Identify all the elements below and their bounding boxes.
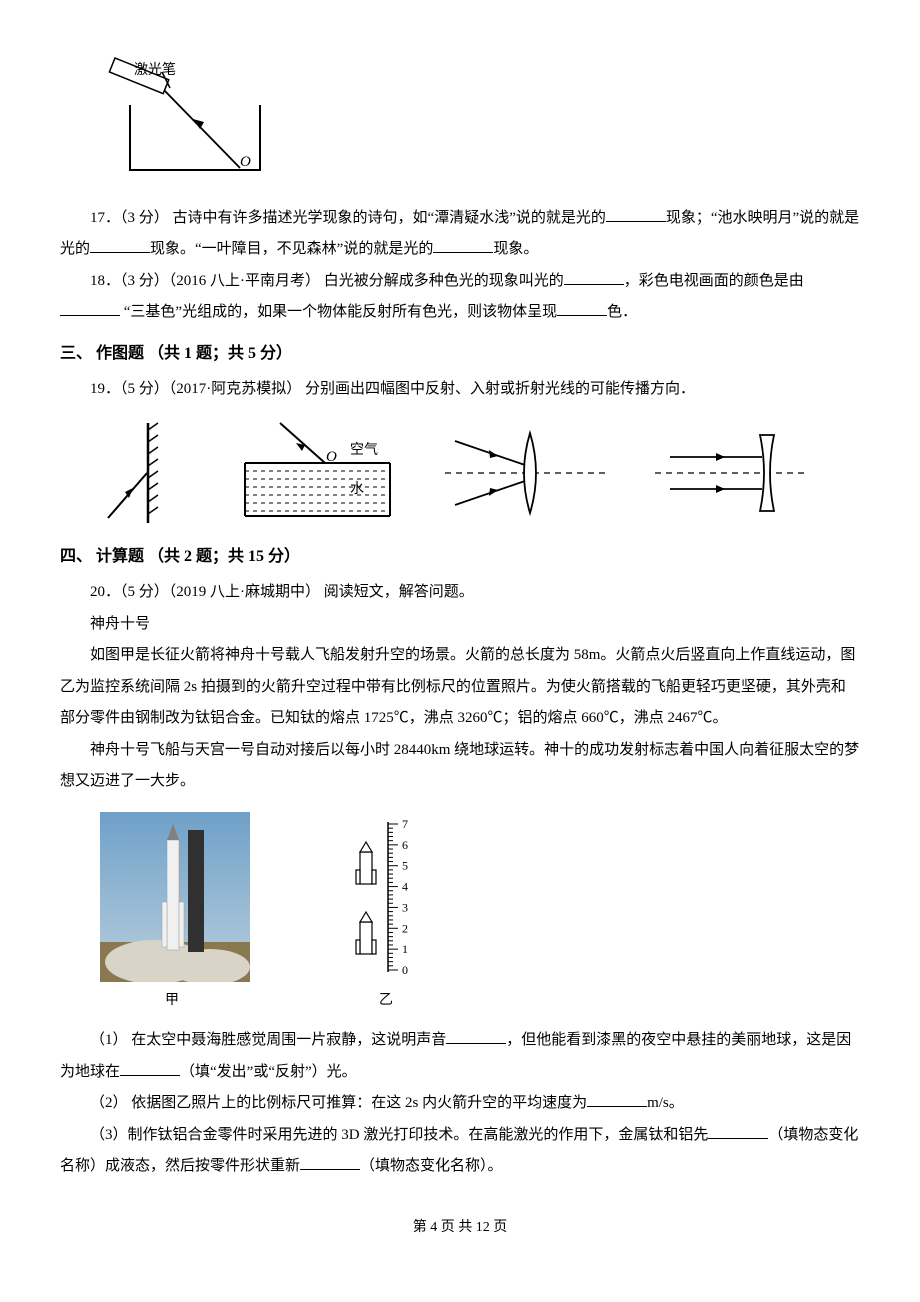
q20-sub1: （1） 在太空中聂海胜感觉周围一片寂静，这说明声音，但他能看到漆黑的夜空中悬挂的… <box>60 1025 860 1088</box>
q18-src: （2016 八上·平南月考） <box>169 273 320 289</box>
q20-fig-yi: 7 6 5 4 3 2 1 0 <box>340 812 430 982</box>
q20s3-blank1 <box>708 1122 768 1139</box>
q19-fig1 <box>100 418 190 528</box>
q20-p1: 如图甲是长征火箭将神舟十号载人飞船发射升空的场景。火箭的总长度为 58m。火箭点… <box>60 640 860 735</box>
q18-blank1 <box>564 268 624 285</box>
svg-text:0: 0 <box>402 963 408 977</box>
q20-fig-jia <box>100 812 250 982</box>
svg-text:空气: 空气 <box>350 442 378 458</box>
q19-fig4 <box>650 423 810 523</box>
svg-text:4: 4 <box>402 879 408 893</box>
q18-td: 色． <box>607 304 637 320</box>
q20-figures: 7 6 5 4 3 2 1 0 <box>100 812 860 982</box>
q20s1-blank1 <box>446 1028 506 1045</box>
q20-num: 20． <box>90 584 120 600</box>
q20s3-blank2 <box>300 1154 360 1171</box>
q20-title: 神舟十号 <box>60 609 860 641</box>
q20s2-blank <box>587 1091 647 1108</box>
svg-text:3: 3 <box>402 900 408 914</box>
q19-pts: （5 分） <box>120 381 169 397</box>
q18-tb: ，彩色电视画面的颜色是由 <box>624 273 804 289</box>
q17-blank3 <box>433 237 493 254</box>
q17-pts: （3 分） <box>120 210 169 226</box>
q19: 19．（5 分）（2017·阿克苏模拟） 分别画出四幅图中反射、入射或折射光线的… <box>60 374 860 406</box>
caption-jia: 甲 <box>165 986 179 1015</box>
q18-ta: 白光被分解成多种色光的现象叫光的 <box>320 273 564 289</box>
q17-num: 17． <box>90 210 120 226</box>
svg-text:1: 1 <box>402 942 408 956</box>
section4-title: 四、 计算题 （共 2 题；共 15 分） <box>60 540 860 574</box>
svg-text:7: 7 <box>402 817 408 831</box>
q18-pts: （3 分） <box>120 273 169 289</box>
q17-td: 现象。 <box>493 241 538 257</box>
q20-captions: 甲 乙 <box>165 986 860 1015</box>
q19-fig3 <box>440 423 610 523</box>
q18-blank3 <box>557 300 607 317</box>
svg-text:5: 5 <box>402 858 408 872</box>
page-footer: 第 4 页 共 12 页 <box>60 1213 860 1242</box>
q20s1-blank2 <box>120 1059 180 1076</box>
q19-src: （2017·阿克苏模拟） <box>169 381 302 397</box>
caption-yi: 乙 <box>379 986 393 1015</box>
q19-num: 19． <box>90 381 120 397</box>
q17-blank1 <box>606 205 666 222</box>
q17-blank2 <box>90 237 150 254</box>
q18-num: 18． <box>90 273 120 289</box>
q17-tc: 现象。“一叶障目，不见森林”说的就是光的 <box>150 241 433 257</box>
q20-sub2: （2） 依据图乙照片上的比例标尺可推算：在这 2s 内火箭升空的平均速度为m/s… <box>60 1088 860 1120</box>
laser-label: 激光笔 <box>134 61 176 78</box>
q20-sub3: （3）制作钛铝合金零件时采用先进的 3D 激光打印技术。在高能激光的作用下，金属… <box>60 1120 860 1183</box>
laser-pen-svg: 激光笔 O <box>100 50 270 180</box>
q20-p2: 神舟十号飞船与天宫一号自动对接后以每小时 28440km 绕地球运转。神十的成功… <box>60 735 860 798</box>
svg-text:水: 水 <box>350 481 364 497</box>
q20-lead: 阅读短文，解答问题。 <box>320 584 474 600</box>
q16-figure: 激光笔 O <box>100 50 860 193</box>
q19-figures: O 空气 水 <box>100 418 860 528</box>
svg-text:2: 2 <box>402 921 408 935</box>
q18-blank2 <box>60 300 120 317</box>
q18-tc: “三基色”光组成的，如果一个物体能反射所有色光，则该物体呈现 <box>120 304 557 320</box>
q20-head: 20．（5 分）（2019 八上·麻城期中） 阅读短文，解答问题。 <box>60 577 860 609</box>
q19-fig2: O 空气 水 <box>230 418 400 528</box>
q18: 18．（3 分）（2016 八上·平南月考） 白光被分解成多种色光的现象叫光的 ，… <box>60 266 860 329</box>
q17: 17．（3 分） 古诗中有许多描述光学现象的诗句，如“潭清疑水浅”说的就是光的现… <box>60 203 860 266</box>
q17-ta: 古诗中有许多描述光学现象的诗句，如“潭清疑水浅”说的就是光的 <box>169 210 606 226</box>
q20-pts: （5 分） <box>120 584 169 600</box>
svg-text:6: 6 <box>402 838 408 852</box>
q20-src: （2019 八上·麻城期中） <box>169 584 320 600</box>
section3-title: 三、 作图题 （共 1 题；共 5 分） <box>60 337 860 371</box>
q19-text: 分别画出四幅图中反射、入射或折射光线的可能传播方向． <box>301 381 695 397</box>
svg-text:O: O <box>240 154 251 170</box>
